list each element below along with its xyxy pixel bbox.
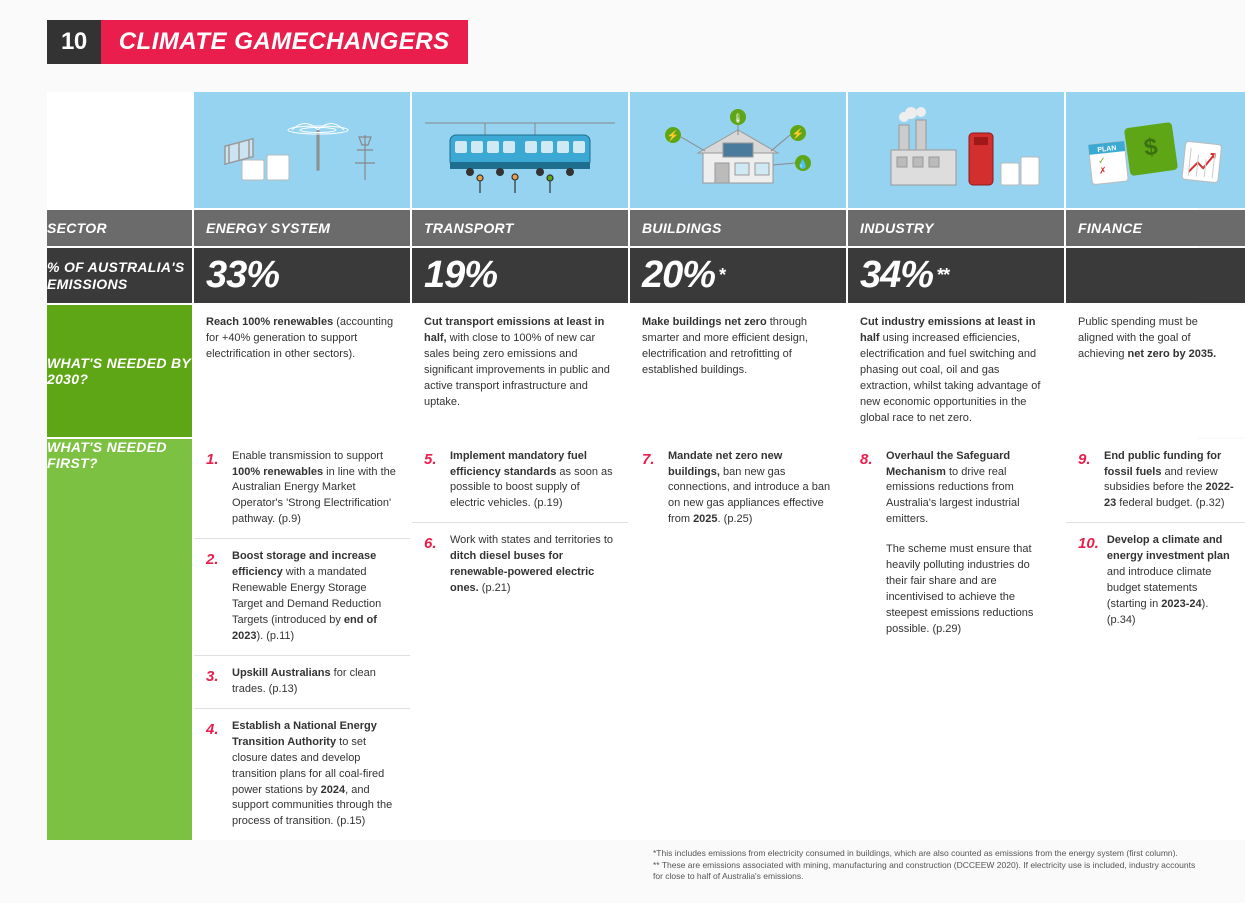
action-item: 8. Overhaul the Safeguard Mechanism to d…	[848, 439, 1064, 648]
actions-finance: 9. End public funding for fossil fuels a…	[1066, 439, 1245, 841]
sector-buildings: BUILDINGS	[630, 210, 846, 246]
action-text: End public funding for fossil fuels and …	[1104, 449, 1236, 513]
pct-buildings: 20%*	[630, 248, 846, 303]
action-number: 4.	[206, 719, 224, 831]
needed-energy: Reach 100% renewables (accounting for +4…	[194, 305, 410, 437]
svg-text:💧: 💧	[797, 158, 808, 169]
sector-energy: ENERGY SYSTEM	[194, 210, 410, 246]
footnotes: *This includes emissions from electricit…	[653, 848, 1198, 882]
illus-transport	[412, 92, 628, 208]
action-item: 9. End public funding for fossil fuels a…	[1066, 439, 1245, 523]
action-number: 8.	[860, 449, 878, 638]
actions-energy: 1. Enable transmission to support 100% r…	[194, 439, 410, 841]
row-label-neededfirst: WHAT'S NEEDED FIRST?	[47, 439, 192, 841]
action-item: 5. Implement mandatory fuel efficiency s…	[412, 439, 628, 523]
action-text: Establish a National Energy Transition A…	[232, 719, 398, 831]
infographic-grid: ⚡ 🌡 ⚡ 💧	[47, 92, 1198, 840]
action-number: 10.	[1078, 533, 1099, 629]
pct-industry: 34%**	[848, 248, 1064, 303]
footnote-2: ** These are emissions associated with m…	[653, 860, 1198, 883]
action-number: 6.	[424, 533, 442, 597]
needed-finance: Public spending must be aligned with the…	[1066, 305, 1245, 437]
page-header: 10 CLIMATE GAMECHANGERS	[47, 20, 1198, 64]
pct-energy: 33%	[194, 248, 410, 303]
action-number: 7.	[642, 449, 660, 529]
action-item: 3. Upskill Australians for clean trades.…	[194, 655, 410, 708]
action-text: Implement mandatory fuel efficiency stan…	[450, 449, 616, 513]
action-number: 3.	[206, 666, 224, 698]
spacer	[47, 92, 192, 208]
action-text: Mandate net zero new buildings, ban new …	[668, 449, 834, 529]
row-label-emissions: % OF AUSTRALIA'S EMISSIONS	[47, 248, 192, 303]
svg-text:🌡: 🌡	[732, 113, 743, 123]
actions-transport: 5. Implement mandatory fuel efficiency s…	[412, 439, 628, 841]
action-number: 9.	[1078, 449, 1096, 513]
action-text: Upskill Australians for clean trades. (p…	[232, 666, 398, 698]
illus-industry	[848, 92, 1064, 208]
action-item: 2. Boost storage and increase efficiency…	[194, 538, 410, 655]
illus-energy	[194, 92, 410, 208]
sector-industry: INDUSTRY	[848, 210, 1064, 246]
row-label-needed2030: WHAT'S NEEDED BY 2030?	[47, 305, 192, 437]
needed-transport: Cut transport emissions at least in half…	[412, 305, 628, 437]
action-item: 10. Develop a climate and energy investm…	[1066, 522, 1245, 639]
actions-industry: 8. Overhaul the Safeguard Mechanism to d…	[848, 439, 1064, 841]
action-item: 6. Work with states and territories to d…	[412, 522, 628, 607]
svg-text:⚡: ⚡	[667, 129, 679, 142]
sector-finance: FINANCE	[1066, 210, 1245, 246]
action-number: 1.	[206, 449, 224, 529]
pct-transport: 19%	[412, 248, 628, 303]
svg-text:✗: ✗	[1099, 165, 1108, 176]
header-number: 10	[47, 20, 101, 64]
action-text: Boost storage and increase efficiency wi…	[232, 549, 398, 645]
action-item: 4. Establish a National Energy Transitio…	[194, 708, 410, 841]
footnote-1: *This includes emissions from electricit…	[653, 848, 1198, 859]
sector-transport: TRANSPORT	[412, 210, 628, 246]
action-text: Develop a climate and energy investment …	[1107, 533, 1236, 629]
needed-buildings: Make buildings net zero through smarter …	[630, 305, 846, 437]
action-item: 1. Enable transmission to support 100% r…	[194, 439, 410, 539]
needed-industry: Cut industry emissions at least in half …	[848, 305, 1064, 437]
action-item: 7. Mandate net zero new buildings, ban n…	[630, 439, 846, 539]
actions-buildings: 7. Mandate net zero new buildings, ban n…	[630, 439, 846, 841]
svg-text:⚡: ⚡	[792, 127, 804, 140]
row-label-sector: SECTOR	[47, 210, 192, 246]
illus-buildings: ⚡ 🌡 ⚡ 💧	[630, 92, 846, 208]
action-text: Work with states and territories to ditc…	[450, 533, 616, 597]
action-text: Enable transmission to support 100% rene…	[232, 449, 398, 529]
action-text: Overhaul the Safeguard Mechanism to driv…	[886, 449, 1052, 638]
action-number: 2.	[206, 549, 224, 645]
illus-finance: $ PLAN ✓ ✗	[1066, 92, 1245, 208]
header-title: CLIMATE GAMECHANGERS	[101, 20, 468, 64]
pct-finance: -	[1066, 248, 1245, 303]
action-number: 5.	[424, 449, 442, 513]
